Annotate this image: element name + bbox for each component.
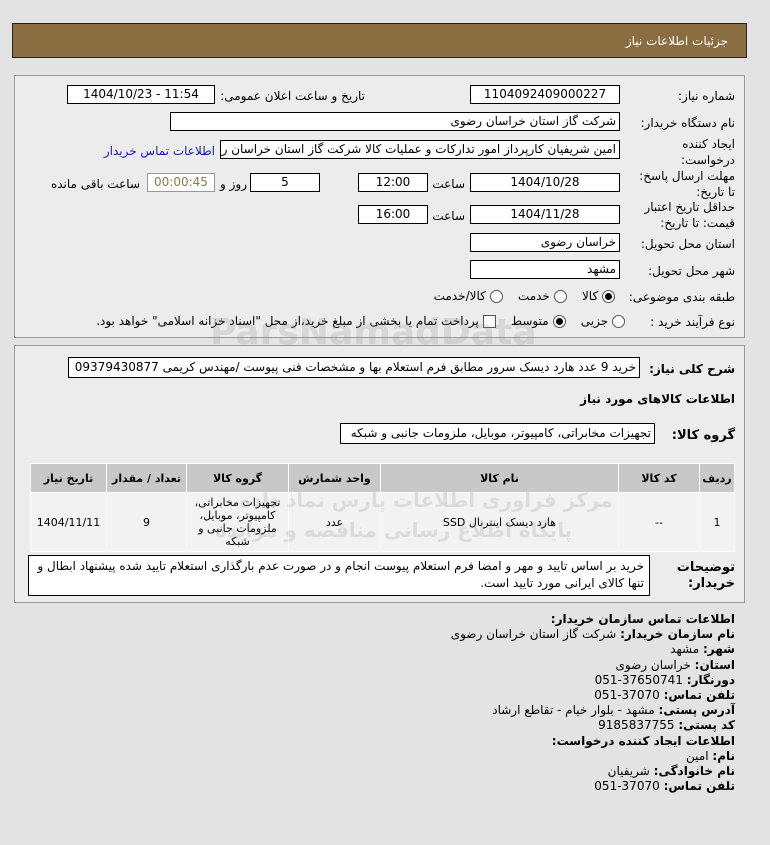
col-code: کد کالا bbox=[618, 463, 700, 493]
cell-code: -- bbox=[618, 492, 700, 552]
cell-date: 1404/11/11 bbox=[30, 492, 107, 552]
process-label: نوع فرآیند خرید : bbox=[650, 315, 735, 329]
contact-info: اطلاعات تماس سازمان خریدار: نام سازمان خ… bbox=[451, 612, 735, 794]
radio-medium[interactable]: متوسط bbox=[511, 314, 566, 328]
summary-label: شرح کلی نیاز: bbox=[649, 362, 735, 376]
goods-title: اطلاعات کالاهای مورد نیاز bbox=[580, 392, 735, 406]
buyer-label: نام دستگاه خریدار: bbox=[640, 116, 736, 130]
contact-city: شهر: مشهد bbox=[670, 642, 735, 657]
col-qty: تعداد / مقدار bbox=[106, 463, 187, 493]
creator-title: اطلاعات ایجاد کننده درخواست: bbox=[551, 733, 735, 748]
table-row: 1 -- هارد دیسک اینترنال SSD عدد تجهیزات … bbox=[30, 492, 735, 552]
treasury-checkbox[interactable] bbox=[482, 314, 496, 328]
days-label: روز و bbox=[220, 177, 247, 191]
cell-group: تجهیزات مخابراتی، کامپیوتر، موبایل، ملزو… bbox=[186, 492, 289, 552]
group-label: گروه کالا: bbox=[671, 428, 735, 443]
announce-label: تاریخ و ساعت اعلان عمومی: bbox=[220, 89, 365, 103]
announce-field[interactable]: 1404/10/23 - 11:54 bbox=[67, 85, 215, 104]
validity-time-label: ساعت bbox=[432, 209, 465, 223]
radio-goods[interactable]: کالا bbox=[582, 289, 615, 303]
creator-label: ایجاد کننده درخواست: bbox=[681, 137, 735, 167]
creator-field[interactable]: امین شریفیان کارپرداز امور تدارکات و عمل… bbox=[220, 140, 620, 159]
radio-minor[interactable]: جزیی bbox=[581, 314, 625, 328]
remaining-label: ساعت باقی مانده bbox=[50, 177, 140, 191]
col-group: گروه کالا bbox=[186, 463, 289, 493]
radio-service[interactable]: خدمت bbox=[518, 289, 567, 303]
deadline-time-label: ساعت bbox=[432, 177, 465, 191]
payment-note: پرداخت تمام یا بخشی از مبلغ خرید،از محل … bbox=[96, 314, 479, 328]
creator-phone: تلفن تماس: 37070-051 bbox=[594, 779, 735, 794]
city-field[interactable]: مشهد bbox=[470, 260, 620, 279]
notes-label: توضیحات خریدار: bbox=[676, 560, 735, 591]
goods-table: ردیف کد کالا نام کالا واحد شمارش گروه کا… bbox=[30, 463, 735, 552]
summary-field: خرید 9 عدد هارد دیسک سرور مطابق فرم استع… bbox=[68, 357, 640, 378]
deadline-time-field[interactable]: 12:00 bbox=[358, 173, 428, 192]
validity-label: حداقل تاریخ اعتبار قیمت: تا تاریخ: bbox=[644, 200, 735, 230]
province-label: استان محل تحویل: bbox=[640, 237, 735, 251]
table-header-row: ردیف کد کالا نام کالا واحد شمارش گروه کا… bbox=[30, 463, 735, 493]
col-unit: واحد شمارش bbox=[288, 463, 381, 493]
validity-date-field[interactable]: 1404/11/28 bbox=[470, 205, 620, 224]
creator-family: نام خانوادگی: شریفیان bbox=[607, 764, 735, 779]
contact-postal: کد پستی: 9185837755 bbox=[598, 718, 735, 733]
buyer-field[interactable]: شرکت گاز استان خراسان رضوی bbox=[170, 112, 620, 131]
creator-name: نام: امین bbox=[686, 748, 735, 763]
contact-title: اطلاعات تماس سازمان خریدار: bbox=[550, 612, 735, 626]
radio-goods-service[interactable]: کالا/خدمت bbox=[434, 289, 503, 303]
province-field[interactable]: خراسان رضوی bbox=[470, 233, 620, 252]
contact-buyer: نام سازمان خریدار: شرکت گاز استان خراسان… bbox=[450, 627, 735, 642]
col-name: نام کالا bbox=[380, 463, 619, 493]
group-field: تجهیزات مخابراتی، کامپیوتر، موبایل، ملزو… bbox=[340, 423, 655, 444]
cell-unit: عدد bbox=[288, 492, 381, 552]
cell-row: 1 bbox=[699, 492, 735, 552]
deadline-date-field[interactable]: 1404/10/28 bbox=[470, 173, 620, 192]
cell-name: هارد دیسک اینترنال SSD bbox=[380, 492, 619, 552]
cell-qty: 9 bbox=[106, 492, 187, 552]
contact-link[interactable]: اطلاعات تماس خریدار bbox=[103, 144, 215, 158]
col-row: ردیف bbox=[699, 463, 735, 493]
page-header: جزئیات اطلاعات نیاز bbox=[12, 23, 747, 58]
contact-address: آدرس پستی: مشهد - بلوار خیام - تقاطع ارش… bbox=[492, 703, 735, 718]
notes-field: خرید بر اساس تایید و مهر و امضا فرم استع… bbox=[28, 555, 650, 596]
validity-time-field[interactable]: 16:00 bbox=[358, 205, 428, 224]
days-field[interactable]: 5 bbox=[250, 173, 320, 192]
city-label: شهر محل تحویل: bbox=[648, 264, 735, 278]
deadline-label: مهلت ارسال پاسخ: تا تاریخ: bbox=[639, 169, 735, 199]
col-date: تاریخ نیاز bbox=[30, 463, 107, 493]
need-number-field[interactable]: 1104092409000227 bbox=[470, 85, 620, 104]
need-number-label: شماره نیاز: bbox=[678, 89, 735, 103]
remaining-time-field: 00:00:45 bbox=[147, 173, 215, 192]
process-radio-group: جزیی متوسط پرداخت تمام یا بخشی از مبلغ خ… bbox=[96, 314, 625, 328]
category-radio-group: کالا خدمت کالا/خدمت bbox=[434, 289, 615, 303]
contact-province: استان: خراسان رضوی bbox=[615, 657, 735, 672]
category-label: طبقه بندی موضوعی: bbox=[628, 290, 735, 304]
contact-fax: دورنگار: 37650741-051 bbox=[594, 672, 735, 687]
contact-phone: تلفن تماس: 37070-051 bbox=[594, 688, 735, 703]
